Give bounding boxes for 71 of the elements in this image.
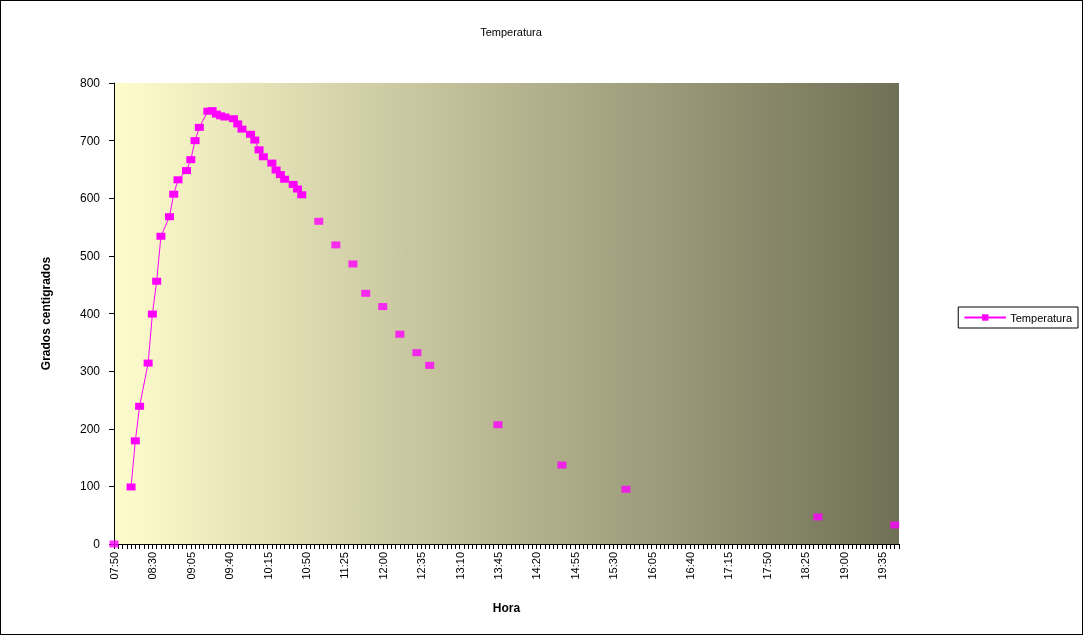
point bbox=[156, 232, 166, 240]
point bbox=[173, 176, 183, 184]
point bbox=[246, 130, 256, 138]
x-tick-label: 17:50 bbox=[760, 552, 773, 580]
x-axis-title: Hora bbox=[492, 601, 521, 615]
point bbox=[250, 136, 260, 144]
point bbox=[130, 437, 140, 445]
point bbox=[237, 125, 247, 133]
y-tick-label: 100 bbox=[79, 479, 101, 494]
point bbox=[258, 153, 268, 161]
point bbox=[361, 289, 371, 297]
point bbox=[254, 146, 264, 154]
point bbox=[557, 461, 567, 469]
x-tick-label: 15:30 bbox=[607, 552, 620, 580]
y-tick-label: 400 bbox=[79, 306, 101, 321]
x-tick-label: 19:35 bbox=[875, 552, 888, 580]
x-tick-label: 10:15 bbox=[261, 552, 274, 580]
point bbox=[890, 521, 900, 529]
x-tick-label: 16:40 bbox=[683, 552, 696, 580]
y-axis-title: Grados centigrados bbox=[39, 256, 53, 371]
point bbox=[378, 303, 388, 311]
x-tick-label: 11:25 bbox=[338, 552, 351, 579]
y-tick-label: 200 bbox=[79, 421, 101, 436]
point bbox=[331, 241, 341, 249]
y-tick-label: 300 bbox=[79, 364, 101, 379]
point bbox=[267, 159, 277, 167]
y-tick-label: 800 bbox=[79, 76, 101, 90]
point bbox=[220, 113, 230, 121]
point bbox=[493, 421, 503, 429]
x-tick-label: 08:30 bbox=[146, 552, 159, 580]
x-tick-label: 13:45 bbox=[491, 552, 504, 580]
x-tick-label: 14:55 bbox=[568, 552, 581, 580]
x-tick-label: 12:00 bbox=[376, 552, 389, 580]
point bbox=[194, 123, 204, 131]
x-tick-label: 09:05 bbox=[184, 552, 197, 580]
y-tick-label: 600 bbox=[79, 191, 101, 206]
x-tick-label: 10:50 bbox=[299, 552, 312, 580]
point bbox=[813, 513, 823, 521]
chart-title: Temperatura bbox=[480, 25, 543, 38]
x-tick-label: 12:35 bbox=[415, 552, 428, 580]
point bbox=[147, 310, 157, 318]
y-tick-label: 0 bbox=[93, 537, 101, 551]
point bbox=[135, 402, 145, 410]
point bbox=[621, 485, 631, 493]
point bbox=[143, 359, 153, 367]
point bbox=[297, 191, 307, 199]
point bbox=[182, 167, 192, 175]
point bbox=[152, 277, 162, 285]
point bbox=[164, 213, 174, 221]
x-tick-label: 13:10 bbox=[453, 552, 466, 580]
x-tick-label: 19:00 bbox=[837, 552, 850, 580]
point bbox=[412, 349, 422, 357]
y-tick-label: 700 bbox=[79, 133, 101, 148]
point bbox=[190, 137, 200, 145]
x-tick-label: 18:25 bbox=[799, 552, 812, 580]
point bbox=[395, 330, 405, 338]
point bbox=[186, 156, 196, 164]
x-tick-label: 16:05 bbox=[645, 552, 658, 580]
point bbox=[169, 190, 179, 198]
point bbox=[280, 175, 290, 183]
point bbox=[233, 120, 243, 128]
legend-label: Temperatura bbox=[1010, 311, 1073, 324]
x-tick-label: 07:50 bbox=[108, 552, 120, 580]
point bbox=[425, 361, 435, 369]
x-tick-label: 17:15 bbox=[722, 552, 735, 580]
y-tick-label: 500 bbox=[79, 248, 101, 263]
x-tick-label: 14:20 bbox=[530, 552, 543, 580]
point bbox=[348, 260, 358, 268]
point bbox=[314, 217, 324, 225]
point bbox=[126, 483, 136, 491]
x-tick-label: 09:40 bbox=[223, 552, 236, 580]
